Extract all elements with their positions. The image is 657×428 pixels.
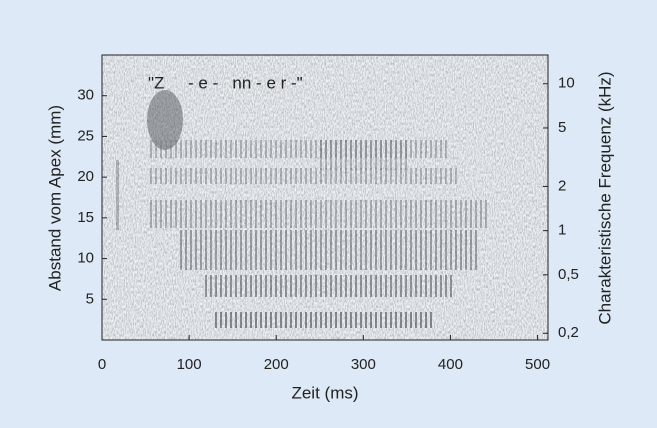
x-axis-label: Zeit (ms) — [291, 383, 358, 402]
y-tick-label: 25 — [77, 127, 94, 144]
y2-axis-label: Charakteristische Frequenz (kHz) — [595, 71, 614, 324]
x-tick-label: 100 — [177, 356, 202, 373]
y2-tick-label: 0,5 — [558, 266, 579, 283]
x-tick-label: 400 — [438, 356, 463, 373]
y-tick-label: 5 — [86, 290, 94, 307]
y2-tick-label: 2 — [558, 177, 566, 194]
y-tick-label: 20 — [77, 168, 94, 185]
x-tick-label: 0 — [98, 356, 106, 373]
y-tick-label: 30 — [77, 87, 94, 104]
y-tick-label: 15 — [77, 209, 94, 226]
y-tick-label: 10 — [77, 250, 94, 267]
y2-tick-label: 5 — [558, 119, 566, 136]
x-tick-label: 200 — [264, 356, 289, 373]
y2-tick-label: 10 — [558, 75, 575, 92]
x-tick-label: 500 — [525, 356, 550, 373]
annotation: "Z - e - nn - e r -" — [148, 73, 303, 92]
spectrogram-image — [102, 55, 548, 340]
y-axis-label: Abstand vom Apex (mm) — [45, 105, 64, 291]
y2-tick-label: 0,2 — [558, 324, 579, 341]
x-tick-label: 300 — [351, 356, 376, 373]
plot-frame — [101, 54, 549, 341]
y2-tick-label: 1 — [558, 222, 566, 239]
